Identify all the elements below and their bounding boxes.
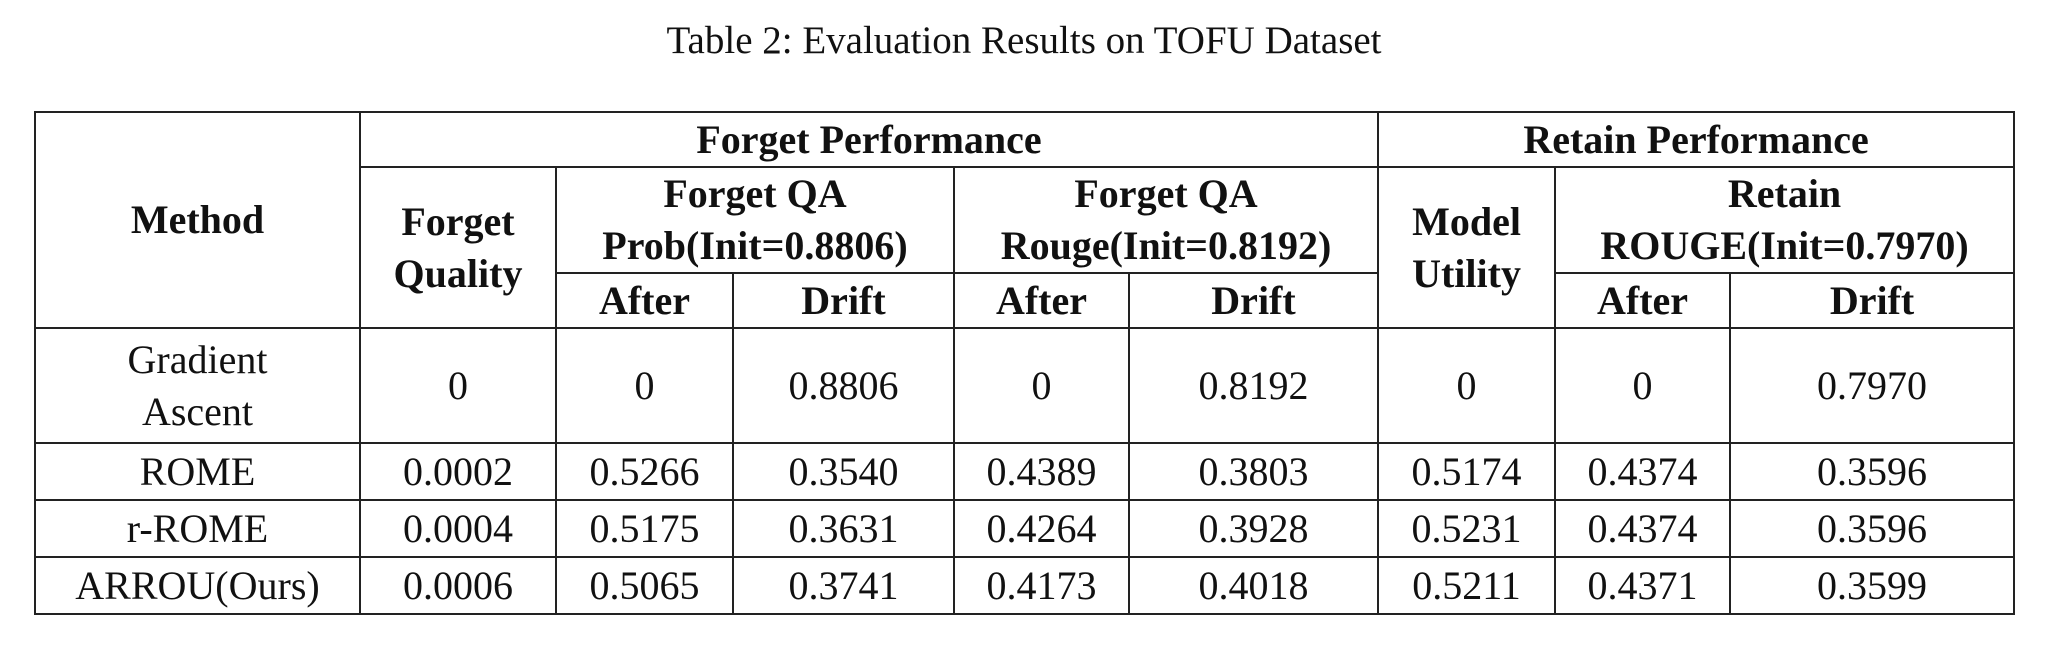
retain-drift-cell: 0.3596 (1729, 499, 2016, 558)
table-row: r-ROME 0.0004 0.5175 0.3631 0.4264 0.392… (34, 499, 2016, 558)
table-row: ARROU(Ours) 0.0006 0.5065 0.3741 0.4173 … (34, 556, 2016, 615)
retain-after-cell: 0.4374 (1554, 499, 1732, 558)
rouge-after-cell: 0.4389 (953, 442, 1130, 501)
results-table: Method Forget Performance Retain Perform… (34, 111, 2016, 615)
forget-qa-prob-header-line1: Forget QA (663, 171, 847, 216)
model-utility-cell: 0.5211 (1377, 556, 1557, 615)
rouge-after-cell: 0.4264 (953, 499, 1130, 558)
rouge-after-cell: 0 (953, 327, 1130, 444)
table-row: ROME 0.0002 0.5266 0.3540 0.4389 0.3803 … (34, 442, 2016, 501)
header-row-1: Method Forget Performance Retain Perform… (34, 111, 2016, 329)
prob-after-header: After (555, 272, 734, 329)
model-utility-cell: 0.5174 (1377, 442, 1557, 501)
forget-qa-prob-header: Forget QA Prob(Init=0.8806) (555, 166, 955, 274)
retain-after-cell: 0.4374 (1554, 442, 1732, 501)
rouge-after-cell: 0.4173 (953, 556, 1130, 615)
forget-performance-header: Forget Performance (358, 111, 1380, 168)
header-row-3: After Drift After Drift After Drift (35, 272, 2016, 329)
rouge-drift-header: Drift (1127, 272, 1380, 329)
retain-after-cell: 0.4371 (1554, 556, 1732, 615)
model-utility-header: Model Utility (1377, 166, 1557, 329)
method-cell: r-ROME (34, 499, 361, 558)
forget-quality-cell: 0.0002 (359, 442, 557, 501)
table-row: Gradient Ascent 0 0 0.8806 0 0.8192 0 0 … (34, 327, 2016, 444)
prob-drift-cell: 0.8806 (732, 327, 955, 444)
forget-quality-cell: 0.0006 (359, 556, 557, 615)
retain-performance-header: Retain Performance (1377, 111, 2016, 168)
retain-drift-cell: 0.7970 (1729, 327, 2016, 444)
prob-after-cell: 0 (555, 327, 734, 444)
prob-after-cell: 0.5065 (555, 556, 734, 615)
forget-quality-header-line1: Forget (401, 198, 515, 244)
forget-qa-prob-header-line2: Prob(Init=0.8806) (602, 223, 908, 268)
method-cell-line2: Ascent (141, 388, 254, 434)
rouge-after-header: After (953, 272, 1130, 329)
model-utility-cell: 0.5231 (1377, 499, 1557, 558)
retain-after-cell: 0 (1554, 327, 1732, 444)
forget-quality-header-line2: Quality (393, 250, 523, 296)
retain-rouge-header-line2: ROUGE(Init=0.7970) (1600, 223, 1969, 268)
rouge-drift-cell: 0.3928 (1127, 499, 1380, 558)
prob-after-cell: 0.5266 (555, 442, 734, 501)
rouge-drift-cell: 0.4018 (1127, 556, 1380, 615)
prob-drift-cell: 0.3540 (732, 442, 955, 501)
forget-qa-rouge-header-line2: Rouge(Init=0.8192) (1000, 223, 1332, 268)
method-cell: Gradient Ascent (34, 327, 361, 444)
forget-quality-header: Forget Quality (359, 166, 557, 329)
retain-after-header: After (1554, 272, 1732, 329)
prob-after-cell: 0.5175 (555, 499, 734, 558)
method-header: Method (34, 111, 361, 329)
prob-drift-header: Drift (732, 272, 955, 329)
model-utility-cell: 0 (1377, 327, 1557, 444)
retain-drift-cell: 0.3596 (1729, 442, 2016, 501)
forget-quality-cell: 0.0004 (359, 499, 557, 558)
retain-drift-cell: 0.3599 (1729, 556, 2016, 615)
prob-drift-cell: 0.3741 (732, 556, 955, 615)
forget-quality-cell: 0 (359, 327, 557, 444)
forget-qa-rouge-header-line1: Forget QA (1074, 171, 1258, 216)
retain-drift-header: Drift (1729, 272, 2016, 329)
table-caption: Table 2: Evaluation Results on TOFU Data… (666, 19, 1382, 62)
model-utility-header-line1: Model (1412, 198, 1521, 244)
method-cell-line1: Gradient (127, 336, 268, 382)
method-cell: ROME (34, 442, 361, 501)
prob-drift-cell: 0.3631 (732, 499, 955, 558)
forget-qa-rouge-header: Forget QA Rouge(Init=0.8192) (952, 166, 1380, 274)
rouge-drift-cell: 0.3803 (1127, 442, 1380, 501)
method-cell: ARROU(Ours) (34, 556, 361, 615)
retain-rouge-header: Retain ROUGE(Init=0.7970) (1554, 166, 2016, 274)
header-row-2: Forget Quality Forget QA Prob(Init=0.880… (35, 166, 2016, 329)
model-utility-header-line2: Utility (1412, 250, 1521, 296)
rouge-drift-cell: 0.8192 (1127, 327, 1380, 444)
retain-rouge-header-line1: Retain (1727, 171, 1842, 216)
